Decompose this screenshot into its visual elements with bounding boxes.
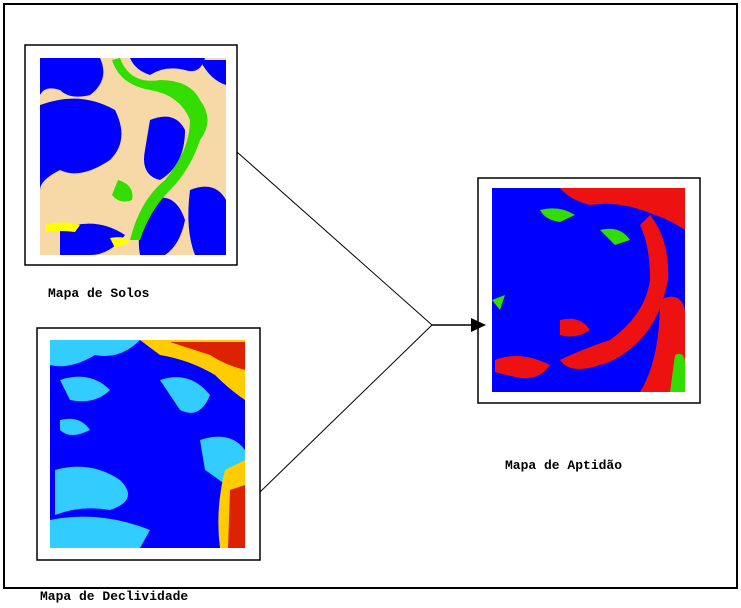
slope-map xyxy=(36,327,261,561)
map-label: Mapa de Aptidão xyxy=(505,458,622,473)
map-label: Mapa de Declividade xyxy=(40,589,188,604)
map-label: Mapa de Solos xyxy=(48,286,150,301)
soil-map xyxy=(24,44,238,266)
connector-line xyxy=(259,324,433,493)
arrow-head xyxy=(471,318,486,332)
suitability-map xyxy=(477,177,701,404)
connector-line xyxy=(236,151,433,326)
